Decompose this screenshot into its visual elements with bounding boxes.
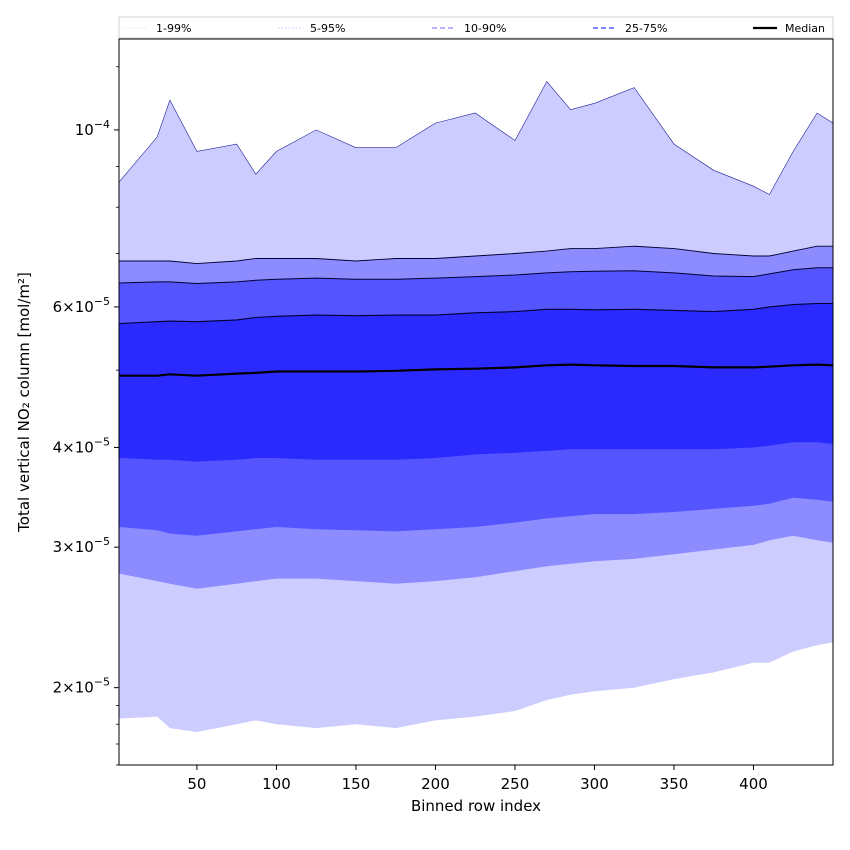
- x-tick-label: 300: [580, 775, 609, 793]
- legend-item-25-75-: 25-75%: [593, 22, 667, 35]
- x-axis-label: Binned row index: [411, 797, 541, 815]
- x-tick-label: 250: [501, 775, 530, 793]
- median-layer: [119, 363, 833, 377]
- x-tick-label: 50: [187, 775, 206, 793]
- legend-label: 5-95%: [310, 22, 345, 35]
- median-line: [119, 363, 833, 377]
- legend-label: Median: [785, 22, 825, 35]
- y-tick-label: 2×10−5: [53, 676, 110, 697]
- legend: 1-99% 5-95% 10-90% 25-75% Median: [118, 16, 834, 39]
- x-tick-label: 400: [739, 775, 768, 793]
- y-axis: 10−4 6×10−5 4×10−5 3×10−5 2×10−5: [53, 66, 119, 766]
- legend-label: 10-90%: [464, 22, 506, 35]
- x-axis: 50 100 150 200 250 300 350 400: [187, 765, 768, 793]
- legend-label: 25-75%: [625, 22, 667, 35]
- legend-item-median: Median: [753, 22, 825, 35]
- band-1-99--upper-edge: [119, 80, 833, 195]
- y-tick-label: 6×10−5: [53, 295, 110, 316]
- band-10-90--upper-edge: [119, 267, 833, 285]
- plot-frame: [118, 38, 834, 766]
- y-tick-label: 10−4: [75, 118, 110, 139]
- legend-box: [118, 16, 834, 39]
- y-axis-label: Total vertical NO₂ column [mol/m²]: [15, 272, 33, 533]
- band-25-75-: [119, 303, 833, 462]
- bands-layer: [119, 81, 833, 732]
- band-5-95--upper-edge: [119, 245, 833, 265]
- legend-item-5-95-: 5-95%: [278, 22, 345, 35]
- y-tick-label: 4×10−5: [53, 435, 110, 456]
- x-tick-label: 350: [660, 775, 689, 793]
- edges-layer: [119, 80, 833, 325]
- band-25-75--upper-edge: [119, 302, 833, 325]
- x-tick-label: 100: [262, 775, 291, 793]
- y-tick-label: 3×10−5: [53, 535, 110, 556]
- legend-item-1-99-: 1-99%: [124, 22, 191, 35]
- x-tick-label: 200: [421, 775, 450, 793]
- legend-label: 1-99%: [156, 22, 191, 35]
- x-tick-label: 150: [342, 775, 371, 793]
- legend-item-10-90-: 10-90%: [432, 22, 506, 35]
